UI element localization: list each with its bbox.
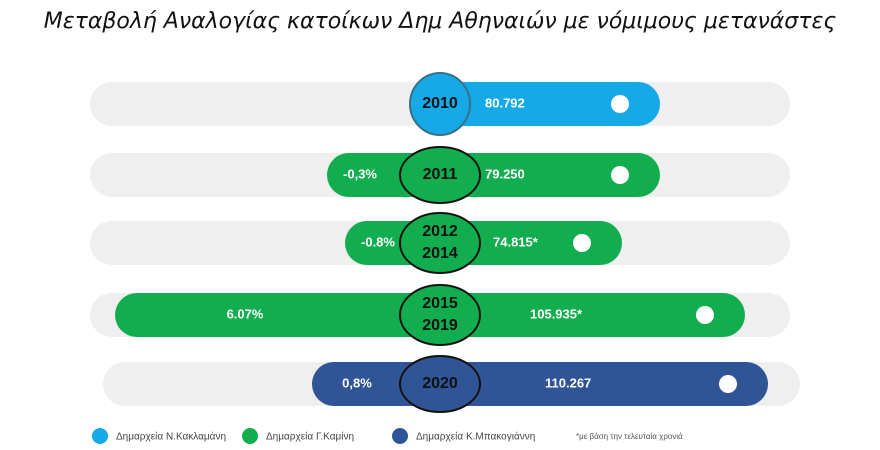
year-badge	[399, 146, 481, 204]
year-badge	[399, 284, 481, 346]
footnote: *με βάση την τελευταία χρονιά	[576, 432, 683, 441]
change: 0,8%	[342, 375, 372, 390]
year-badge	[409, 72, 471, 136]
year: 2019	[422, 317, 458, 334]
bar	[312, 362, 768, 406]
year: 2011	[423, 166, 458, 183]
value: 79.250	[485, 166, 525, 181]
year: 2015	[422, 295, 458, 312]
legend-label: Δημαρχεία Γ.Καμίνη	[266, 431, 354, 443]
value: 110.267	[545, 375, 591, 390]
value: 105.935*	[530, 306, 583, 321]
year: 2012	[422, 223, 458, 240]
end-dot	[573, 234, 591, 252]
end-dot	[611, 95, 629, 113]
end-dot	[611, 166, 629, 184]
legend-label: Δημαρχεία Κ.Μπακογιάννη	[416, 431, 535, 443]
legend-swatch	[392, 428, 408, 444]
year-badge	[399, 355, 481, 413]
title: Μεταβολή Αναλογίας κατοίκων Δημ Αθηναιών…	[44, 9, 837, 34]
end-dot	[696, 306, 714, 324]
legend-swatch	[92, 428, 108, 444]
year-badge	[399, 212, 481, 274]
legend-swatch	[242, 428, 258, 444]
bar	[410, 82, 660, 126]
legend-label: Δημαρχεία Ν.Κακλαμάνη	[116, 431, 226, 443]
value: 80.792	[485, 95, 525, 110]
change: 6.07%	[227, 306, 264, 321]
year: 2014	[422, 245, 458, 262]
change: -0.8%	[361, 234, 395, 249]
change: -0,3%	[343, 166, 377, 181]
end-dot	[719, 375, 737, 393]
value: 74.815*	[493, 234, 539, 249]
year: 2020	[422, 375, 458, 392]
year: 2010	[422, 95, 458, 112]
